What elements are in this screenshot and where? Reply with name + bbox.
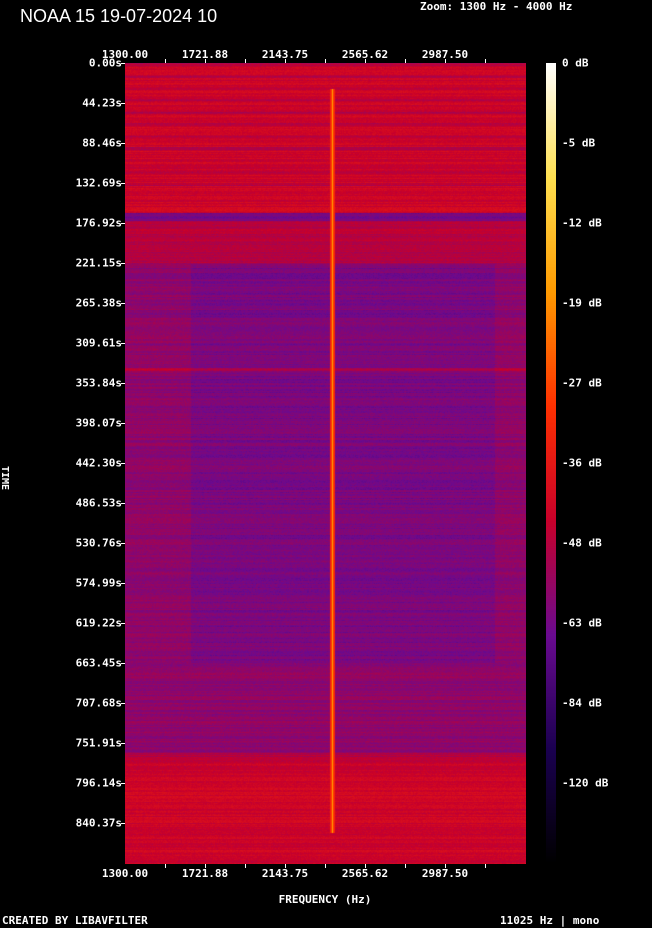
x-tick-mark <box>165 864 166 868</box>
y-tick-label: 0.00s <box>88 56 122 70</box>
x-tick-label-bottom: 2143.75 <box>261 867 309 880</box>
colorbar-tick-label: -84 dB <box>562 696 602 710</box>
y-tick-label: 176.92s <box>75 216 122 230</box>
y-tick-mark <box>121 543 125 544</box>
y-tick-label: 309.61s <box>75 336 122 350</box>
y-tick-mark <box>121 783 125 784</box>
x-tick-mark <box>285 864 286 868</box>
x-tick-label-top: 1721.88 <box>181 48 229 61</box>
y-tick-mark <box>121 223 125 224</box>
colorbar-tick-label: -63 dB <box>562 616 602 630</box>
y-tick-label: 353.84s <box>75 376 122 390</box>
y-tick-label: 88.46s <box>82 136 122 150</box>
y-tick-mark <box>121 343 125 344</box>
y-tick-label: 663.45s <box>75 656 122 670</box>
y-tick-label: 442.30s <box>75 456 122 470</box>
spectrogram-heatmap <box>125 63 526 864</box>
footer-credit: CREATED BY LIBAVFILTER <box>2 914 148 927</box>
y-tick-label: 840.37s <box>75 816 122 830</box>
y-tick-label: 707.68s <box>75 696 122 710</box>
y-tick-label: 265.38s <box>75 296 122 310</box>
x-tick-mark <box>405 59 406 63</box>
y-tick-label: 44.23s <box>82 96 122 110</box>
y-tick-mark <box>121 623 125 624</box>
colorbar-tick-label: -19 dB <box>562 296 602 310</box>
colorbar-tick-label: -36 dB <box>562 456 602 470</box>
y-tick-mark <box>121 743 125 744</box>
y-tick-label: 796.14s <box>75 776 122 790</box>
colorbar-tick-label: -48 dB <box>562 536 602 550</box>
x-axis-label: FREQUENCY (Hz) <box>278 893 372 906</box>
y-tick-mark <box>121 583 125 584</box>
x-tick-mark <box>325 59 326 63</box>
x-tick-mark <box>445 59 446 63</box>
y-tick-mark <box>121 823 125 824</box>
colorbar-tick-label: -12 dB <box>562 216 602 230</box>
x-tick-mark <box>245 59 246 63</box>
y-tick-mark <box>121 143 125 144</box>
x-tick-mark <box>445 864 446 868</box>
x-tick-label-top: 1300.00 <box>101 48 149 61</box>
y-tick-mark <box>121 303 125 304</box>
y-tick-label: 574.99s <box>75 576 122 590</box>
y-tick-label: 486.53s <box>75 496 122 510</box>
colorbar-tick-label: 0 dB <box>562 56 589 70</box>
x-tick-mark <box>485 59 486 63</box>
x-tick-mark <box>325 864 326 868</box>
zoom-range-label: Zoom: 1300 Hz - 4000 Hz <box>420 0 573 13</box>
x-tick-label-bottom: 1721.88 <box>181 867 229 880</box>
y-tick-mark <box>121 703 125 704</box>
y-tick-label: 530.76s <box>75 536 122 550</box>
x-tick-mark <box>165 59 166 63</box>
y-tick-mark <box>121 423 125 424</box>
x-tick-mark <box>365 59 366 63</box>
x-tick-label-bottom: 2565.62 <box>341 867 389 880</box>
y-tick-mark <box>121 383 125 384</box>
x-tick-mark <box>205 864 206 868</box>
y-tick-mark <box>121 103 125 104</box>
x-tick-label-bottom: 2987.50 <box>421 867 469 880</box>
x-tick-label-top: 2143.75 <box>261 48 309 61</box>
y-tick-mark <box>121 263 125 264</box>
colorbar <box>546 63 556 864</box>
y-tick-label: 398.07s <box>75 416 122 430</box>
x-tick-mark <box>365 864 366 868</box>
x-tick-mark <box>245 864 246 868</box>
x-tick-mark <box>205 59 206 63</box>
y-tick-mark <box>121 663 125 664</box>
footer-sample-info: 11025 Hz | mono <box>500 914 600 927</box>
y-axis-label: TIME <box>0 466 10 491</box>
colorbar-tick-label: -5 dB <box>562 136 596 150</box>
x-tick-mark <box>285 59 286 63</box>
x-tick-mark <box>485 864 486 868</box>
y-tick-mark <box>121 63 125 64</box>
chart-title: NOAA 15 19-07-2024 10 <box>20 6 218 26</box>
x-tick-label-top: 2987.50 <box>421 48 469 61</box>
colorbar-tick-label: -27 dB <box>562 376 602 390</box>
colorbar-tick-label: -120 dB <box>562 776 609 790</box>
x-tick-label-top: 2565.62 <box>341 48 389 61</box>
y-tick-label: 221.15s <box>75 256 122 270</box>
y-tick-label: 751.91s <box>75 736 122 750</box>
x-tick-label-bottom: 1300.00 <box>101 867 149 880</box>
y-tick-mark <box>121 183 125 184</box>
y-tick-mark <box>121 503 125 504</box>
y-tick-mark <box>121 463 125 464</box>
x-tick-mark <box>405 864 406 868</box>
y-tick-label: 619.22s <box>75 616 122 630</box>
y-tick-label: 132.69s <box>75 176 122 190</box>
